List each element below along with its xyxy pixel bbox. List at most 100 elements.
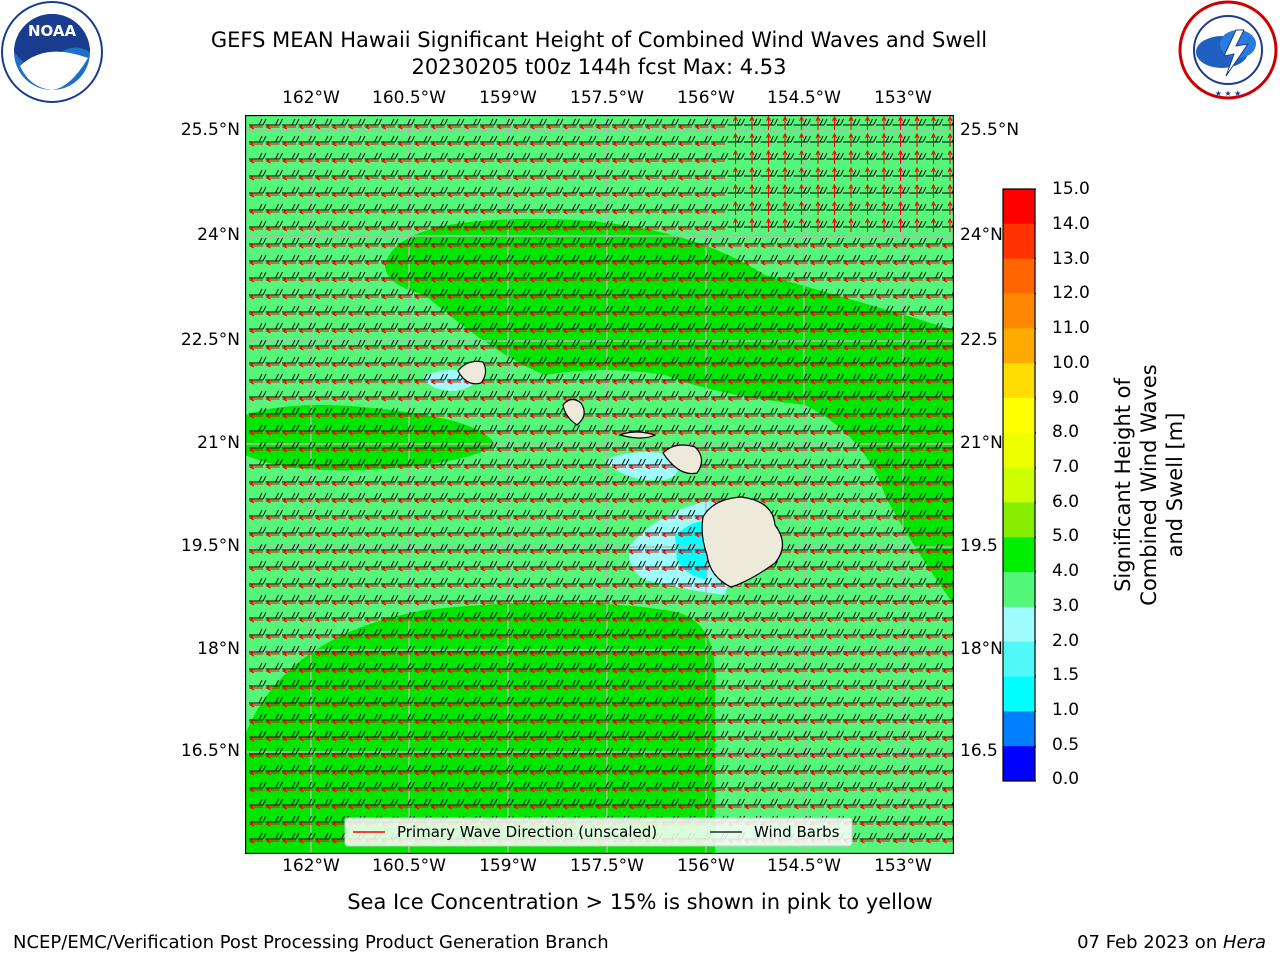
wind-barb — [381, 271, 399, 279]
wind-barb — [892, 543, 910, 551]
wind-barb — [645, 305, 663, 313]
wind-barb — [909, 305, 927, 313]
wind-barb — [645, 560, 663, 568]
wind-barb — [480, 305, 498, 313]
wind-barb — [480, 424, 498, 432]
wind-barb — [447, 288, 465, 296]
wind-barb — [579, 220, 597, 228]
wind-barb — [744, 764, 762, 772]
wind-barb — [843, 662, 861, 670]
wind-barb — [364, 509, 382, 517]
wind-barb — [546, 441, 564, 449]
wind-barb — [480, 764, 498, 772]
wind-barb — [348, 441, 366, 449]
wave-direction-arrow — [710, 124, 725, 130]
wind-barb — [859, 407, 877, 415]
wind-barb — [546, 373, 564, 381]
wind-barb — [859, 322, 877, 330]
wind-barb — [628, 339, 646, 347]
wind-barb — [876, 288, 894, 296]
wind-barb — [595, 730, 613, 738]
wind-barb — [414, 254, 432, 262]
wind-barb — [496, 305, 514, 313]
wind-barb — [777, 390, 795, 398]
wind-barb — [760, 492, 778, 500]
wind-barb — [678, 492, 696, 500]
wind-barb — [859, 747, 877, 755]
wind-barb — [298, 203, 316, 211]
colorbar-tick: 12.0 — [1052, 283, 1090, 303]
wind-barb — [397, 373, 415, 381]
wind-barb — [595, 288, 613, 296]
wind-barb — [249, 560, 267, 568]
wind-barb — [892, 390, 910, 398]
wind-barb — [298, 271, 316, 279]
wind-barb — [414, 509, 432, 517]
wind-barb — [529, 118, 547, 126]
wind-barb — [249, 696, 267, 704]
wind-barb — [826, 475, 844, 483]
colorbar-segment — [1003, 711, 1035, 747]
wind-barb — [348, 798, 366, 806]
wind-barb — [430, 577, 448, 585]
wind-barb — [760, 475, 778, 483]
wind-barb — [546, 713, 564, 721]
wind-barb — [562, 220, 580, 228]
lat-label-left: 25.5°N — [180, 120, 240, 140]
wind-barb — [876, 662, 894, 670]
wind-barb — [727, 305, 745, 313]
wind-barb — [694, 747, 712, 755]
wind-barb — [265, 798, 283, 806]
wind-barb — [447, 305, 465, 313]
wind-barb — [364, 305, 382, 313]
wind-barb — [661, 169, 679, 177]
wind-barb — [925, 271, 943, 279]
wind-barb — [513, 628, 531, 636]
wind-barb — [430, 407, 448, 415]
colorbar-segment — [1003, 363, 1035, 399]
wind-barb — [859, 543, 877, 551]
wind-barb — [282, 356, 300, 364]
wind-barb — [793, 305, 811, 313]
wind-barb — [249, 186, 267, 194]
wind-barb — [463, 254, 481, 262]
wind-barb — [727, 781, 745, 789]
chart-subtitle: 20230205 t00z 144h fcst Max: 4.53 — [411, 55, 787, 79]
wind-barb — [925, 424, 943, 432]
wind-barb — [628, 135, 646, 143]
wind-barb — [661, 407, 679, 415]
wind-barb — [579, 475, 597, 483]
wind-barb — [265, 373, 283, 381]
wind-barb — [265, 237, 283, 245]
wind-barb — [331, 339, 349, 347]
wind-barb — [364, 696, 382, 704]
wind-barb — [793, 730, 811, 738]
wind-barb — [348, 628, 366, 636]
wind-barb — [826, 662, 844, 670]
wave-direction-arrow — [782, 115, 788, 130]
wind-barb — [925, 543, 943, 551]
wind-barb — [414, 135, 432, 143]
wind-barb — [463, 390, 481, 398]
wind-barb — [430, 798, 448, 806]
wind-barb — [810, 781, 828, 789]
wind-barb — [414, 475, 432, 483]
wind-barb — [661, 764, 679, 772]
wind-barb — [793, 662, 811, 670]
wind-barb — [447, 169, 465, 177]
wind-barb — [496, 458, 514, 466]
wind-barb — [447, 764, 465, 772]
wind-barb — [744, 186, 762, 194]
wind-barb — [397, 322, 415, 330]
wind-barb — [529, 781, 547, 789]
wind-barb — [727, 662, 745, 670]
wind-barb — [331, 169, 349, 177]
wind-barb — [595, 339, 613, 347]
wind-barb — [315, 458, 333, 466]
wind-barb — [579, 781, 597, 789]
wind-barb — [760, 424, 778, 432]
wind-barb — [727, 339, 745, 347]
wind-barb — [694, 594, 712, 602]
wind-barb — [661, 492, 679, 500]
wave-direction-arrow — [749, 115, 755, 130]
